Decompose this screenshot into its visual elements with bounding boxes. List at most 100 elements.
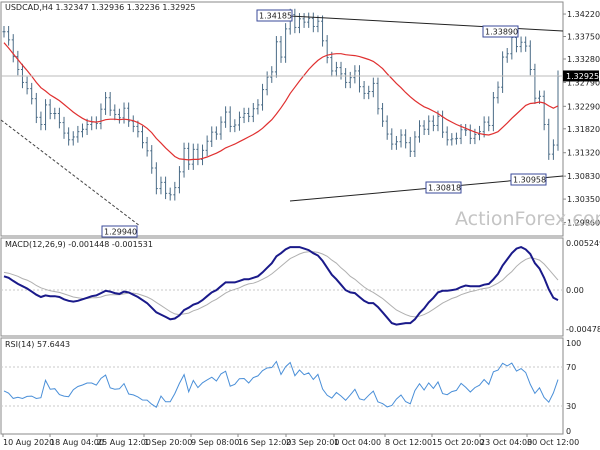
price-bar [159,176,163,195]
price-bar [53,107,57,120]
price-bar [247,107,251,123]
rsi-axis-100: 100 [566,339,581,348]
price-bar [39,111,43,131]
price-bar [367,85,371,100]
price-bar [265,71,269,96]
price-bar [48,99,52,120]
price-bar [547,118,551,160]
price-bar [399,129,403,148]
price-bar [187,142,191,170]
price-bar [325,35,329,64]
price-bar [381,102,385,127]
price-bar [459,124,463,145]
label-low-1: 1.29940 [101,225,138,238]
price-bar [491,91,495,132]
price-bar [353,65,357,84]
price-bar [214,126,218,140]
time-tick-label: 23 Sep 20:00 [286,438,339,447]
time-tick-label: 1 Sep 20:00 [144,438,192,447]
price-bar [117,108,121,124]
price-bar [113,104,117,121]
moving-average-line [3,42,559,161]
price-bar [219,116,223,140]
price-panel: USDCAD,H4 1.32347 1.32936 1.32236 1.3292… [0,1,600,238]
current-price-marker: 1.32925 [1,70,599,82]
price-bar [348,71,352,89]
price-bar [62,116,66,139]
price-bar [524,36,528,52]
price-bar [251,102,255,123]
label-low-2: 1.30818 [425,181,462,194]
price-bar [274,36,278,78]
price-bar [293,8,297,34]
time-tick-label: 18 Aug 04:00 [50,438,104,447]
price-bar [136,120,140,138]
macd-axis-top: 0.005249 [566,239,600,248]
price-bar [25,76,29,95]
label-low-3: 1.30958 [510,173,547,186]
price-bar [122,102,126,124]
price-bar [339,61,343,80]
macd-main-line [3,246,559,326]
price-bar [242,107,246,124]
price-bar [311,12,315,33]
price-bar [85,118,89,136]
price-bar [408,136,412,158]
price-bar [284,23,288,63]
price-bar [427,115,431,136]
rsi-axis-0: 0 [566,427,571,436]
price-bar [404,129,408,149]
price-bar [385,115,389,140]
price-bar [164,176,168,200]
price-bar [422,120,426,136]
price-bar [501,51,505,93]
price-bar [418,120,421,143]
price-bar [99,103,103,130]
price-tick-label: 1.30350 [567,195,600,204]
label-high-1: 1.34185 [256,9,293,22]
time-tick-label: 15 Oct 20:00 [432,438,484,447]
price-bar [228,106,232,133]
time-tick-label: 23 Oct 04:00 [480,438,532,447]
price-bar [270,66,274,83]
price-bar [145,136,149,157]
price-bar [454,132,458,145]
label-high-2: 1.33890 [482,25,519,38]
price-bar [237,111,241,131]
price-tick-label: 1.29860 [567,219,600,228]
price-bar [233,119,237,133]
price-bar [371,77,375,98]
price-bar [487,116,491,132]
time-tick-label: 16 Sep 12:00 [238,438,291,447]
price-bar [390,128,394,150]
price-tick-label: 1.30830 [567,172,600,181]
price-bar [261,83,265,111]
price-bar [104,91,108,115]
price-bar [168,187,172,201]
price-bar [150,145,154,174]
price-bar [173,181,177,201]
rsi-axis-30: 30 [566,402,576,411]
price-bar [80,123,84,138]
price-bar [307,12,311,28]
price-bar [344,68,348,89]
price-bar [108,91,112,116]
price-bar [533,63,537,104]
price-bar [191,143,195,170]
watermark: ActionForex.com [455,208,600,230]
price-bar [11,34,15,63]
price-bar [127,102,131,127]
falling-trendline [0,119,141,227]
price-bar [551,139,555,160]
price-bar [496,81,500,104]
price-bar [413,131,417,158]
svg-text:1.33890: 1.33890 [485,28,518,37]
price-tick-label: 1.31820 [567,125,600,134]
price-bar [464,124,468,136]
time-tick-label: 30 Oct 12:00 [527,438,579,447]
time-tick-label: 10 Aug 2020 [3,438,54,447]
price-bar [7,25,11,46]
macd-axis-zero: 0.00 [566,286,584,295]
svg-text:1.29940: 1.29940 [104,228,137,237]
